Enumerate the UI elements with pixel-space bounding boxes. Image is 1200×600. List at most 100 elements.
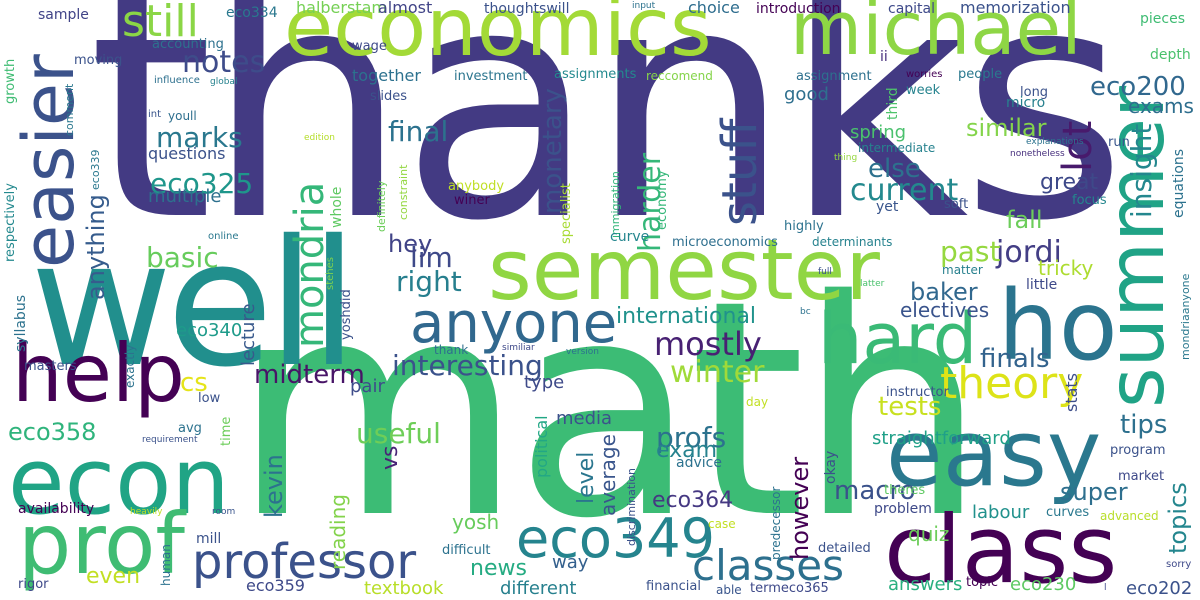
word-youll: youll xyxy=(168,109,197,123)
word-tips: tips xyxy=(1120,410,1168,440)
word-well: well xyxy=(30,203,358,406)
word-focus: focus xyxy=(1072,193,1107,208)
word-midterm: midterm xyxy=(254,360,365,390)
word-anything: anything xyxy=(82,194,110,300)
word-comment: comment xyxy=(63,83,76,136)
word-labour: labour xyxy=(972,502,1030,523)
word-specialist: specialist xyxy=(559,183,574,244)
word-theory: theory xyxy=(940,358,1084,409)
word-almost: almost xyxy=(378,0,433,17)
word-baker: baker xyxy=(910,278,978,306)
word-class: class xyxy=(884,496,1118,600)
word-advice: advice xyxy=(676,455,722,471)
word-program: program xyxy=(1110,443,1166,458)
word-termeco365: termeco365 xyxy=(750,581,829,596)
word-l: l xyxy=(1104,583,1107,593)
word-whole: whole xyxy=(329,186,345,228)
word-eco325: eco325 xyxy=(150,167,254,200)
word-worries: worries xyxy=(906,69,943,80)
word-semester: semester xyxy=(488,221,880,319)
word-type: type xyxy=(524,372,565,393)
word-past: past xyxy=(940,235,1001,268)
word-eco340: eco340 xyxy=(176,320,243,341)
word-reccomend: reccomend xyxy=(646,69,713,83)
word-difficult: difficult xyxy=(442,543,491,558)
word-sorry: sorry xyxy=(1166,559,1192,570)
word-advanced: advanced xyxy=(1100,509,1159,523)
word-economy: economy xyxy=(655,170,670,230)
word-pieces: pieces xyxy=(1140,11,1185,27)
word-bc: bc xyxy=(800,307,811,317)
word-slides: slides xyxy=(370,89,408,104)
word-nonetheless: nonetheless xyxy=(1010,149,1065,159)
word-right: right xyxy=(396,265,462,298)
word-political: political xyxy=(532,415,551,478)
word-accounting: accounting xyxy=(152,37,224,52)
word-influence: influence xyxy=(154,75,200,86)
word-easy: easy xyxy=(886,400,1102,507)
word-cs: cs xyxy=(180,368,208,398)
word-still: still xyxy=(122,0,199,47)
word-constraint: constraint xyxy=(397,164,410,220)
word-else: else xyxy=(868,154,921,184)
word-macro: macro xyxy=(834,476,916,506)
word-room: room xyxy=(212,507,236,517)
word-discrimination: discrimination xyxy=(625,468,638,546)
word-depth: depth xyxy=(1150,47,1191,63)
word-wage: wage xyxy=(352,39,387,54)
word-edition: edition xyxy=(304,133,335,143)
word-thoughtswill: thoughtswill xyxy=(484,1,570,17)
word-choice: choice xyxy=(688,0,740,17)
word-equations: equations xyxy=(1171,148,1187,218)
word-mondriaanyone: mondriaanyone xyxy=(1179,273,1192,360)
word-eco200: eco200 xyxy=(1090,72,1186,102)
word-great: great xyxy=(1040,170,1099,195)
word-questions: questions xyxy=(148,144,226,163)
word-input: input xyxy=(632,1,656,11)
word-matter: matter xyxy=(942,263,983,277)
word-good: good xyxy=(784,84,829,105)
word-exactly: exactly xyxy=(123,344,137,388)
word-topics: topics xyxy=(1164,482,1192,554)
word-requirement: requirement xyxy=(142,435,198,445)
word-prof: prof xyxy=(18,495,185,593)
word-different: different xyxy=(500,578,577,599)
word-low: low xyxy=(198,391,221,406)
word-eco349: eco349 xyxy=(516,507,716,570)
word-microeconomics: microeconomics xyxy=(672,235,778,250)
word-online: online xyxy=(208,231,239,242)
word-news: news xyxy=(470,556,527,581)
word-third: third xyxy=(885,87,901,120)
word-hard: hard xyxy=(818,298,978,380)
word-capital: capital xyxy=(888,1,936,17)
word-interesting: interesting xyxy=(392,349,543,382)
word-answers: answers xyxy=(888,574,963,595)
word-mondria: mondria xyxy=(287,181,333,348)
word-investment: investment xyxy=(454,69,528,84)
word-quiz: quiz xyxy=(908,522,950,546)
word-together: together xyxy=(352,66,421,85)
word-economics: economics xyxy=(284,0,712,74)
word-assignments: assignments xyxy=(554,67,637,82)
word-level: level xyxy=(574,451,599,504)
word-human: human xyxy=(159,544,173,586)
word-respectively: respectively xyxy=(3,183,18,262)
word-immigration: immigration xyxy=(609,171,622,238)
word-introduction: introduction xyxy=(756,1,841,17)
word-people: people xyxy=(958,67,1003,82)
word-marks: marks xyxy=(156,121,243,154)
word-electives: electives xyxy=(900,298,990,322)
word-lim: lim xyxy=(410,241,453,274)
word-tests: tests xyxy=(878,392,942,422)
word-determinants: determinants xyxy=(812,235,893,249)
word-predecessor: predecessor xyxy=(769,486,783,560)
word-intermediate: intermediate xyxy=(858,141,936,155)
word-run: run xyxy=(1108,135,1130,150)
word-yet: yet xyxy=(876,199,899,215)
word-financial: financial xyxy=(646,579,701,594)
word-winer: winer xyxy=(454,193,490,208)
word-similar: similar xyxy=(966,114,1047,142)
word-thank: thank xyxy=(434,343,469,357)
word-yoshdid: yoshdid xyxy=(339,289,354,340)
word-micro: micro xyxy=(1006,95,1046,111)
